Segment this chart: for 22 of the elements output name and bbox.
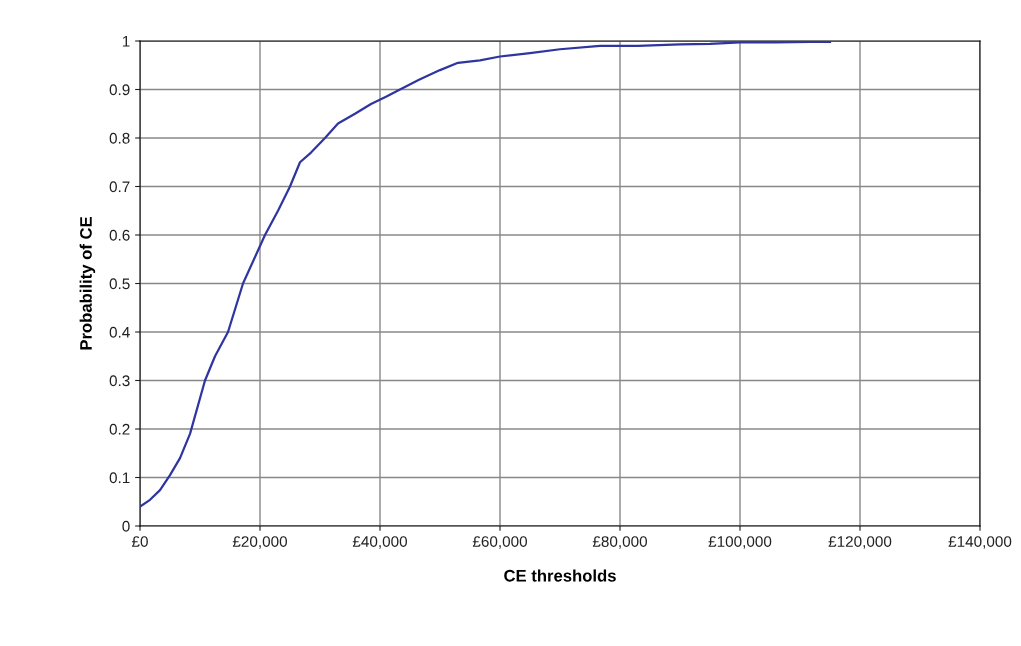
x-tick-label: £80,000 bbox=[592, 536, 648, 549]
x-tick-label: £20,000 bbox=[232, 536, 288, 549]
x-tick-label: £40,000 bbox=[352, 536, 408, 549]
y-axis-title: Probability of CE bbox=[79, 217, 96, 350]
y-tick-label: 1 bbox=[122, 36, 130, 47]
x-axis-title: CE thresholds bbox=[504, 569, 616, 582]
x-tick-label: £140,000 bbox=[948, 536, 1012, 549]
y-tick-label: 0.3 bbox=[109, 375, 130, 387]
x-tick-label: £60,000 bbox=[472, 536, 528, 549]
y-tick-label: 0.6 bbox=[109, 229, 130, 241]
y-tick-label: 0.5 bbox=[109, 278, 130, 290]
y-tick-label: 0.8 bbox=[109, 132, 130, 144]
x-tick-label: £120,000 bbox=[828, 536, 892, 549]
y-tick-label: 0.4 bbox=[109, 326, 130, 338]
x-tick-label: £0 bbox=[131, 536, 148, 547]
x-tick-label: £100,000 bbox=[708, 536, 772, 549]
y-tick-label: 0.9 bbox=[109, 84, 130, 96]
y-tick-label: 0.1 bbox=[109, 472, 130, 484]
y-tick-label: 0.2 bbox=[109, 423, 130, 435]
y-tick-label: 0.7 bbox=[109, 181, 130, 193]
y-tick-label: 0 bbox=[122, 520, 130, 532]
line-series bbox=[140, 41, 832, 508]
